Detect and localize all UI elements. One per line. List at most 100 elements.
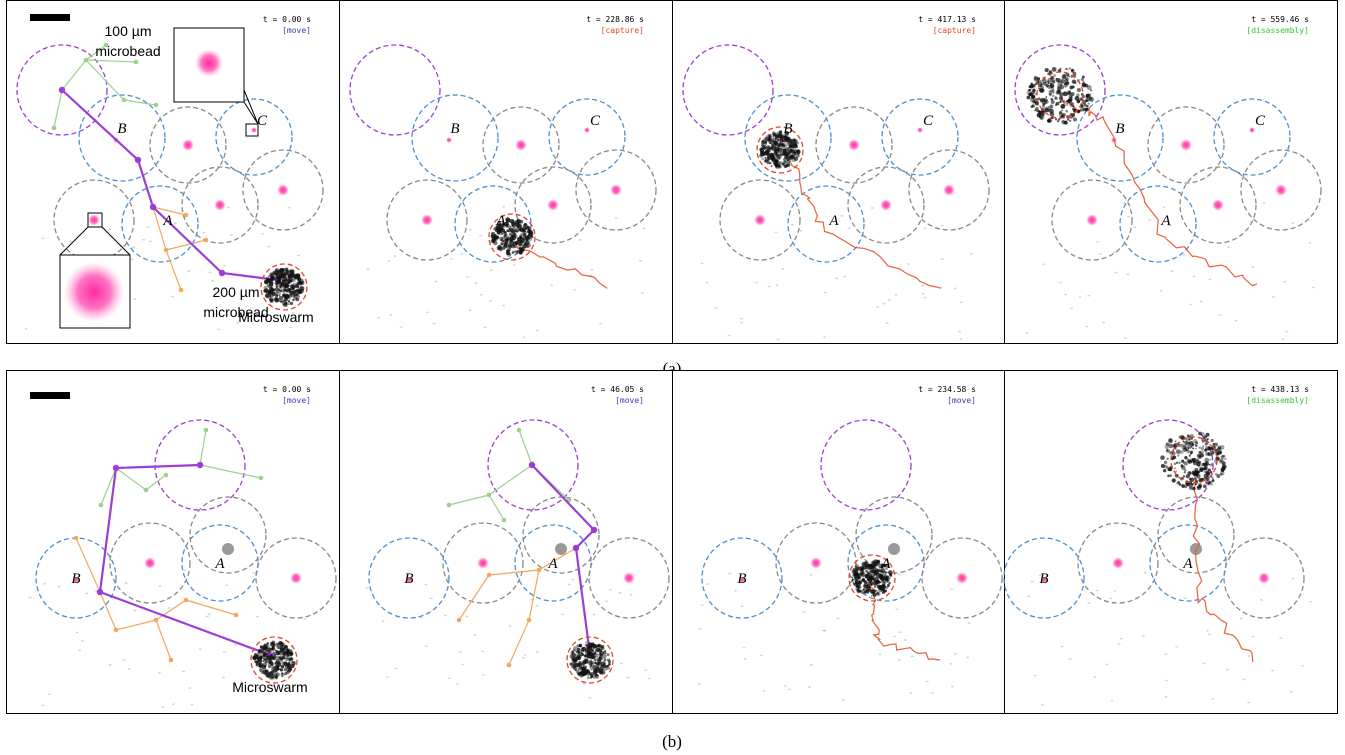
target-label: B [1115,121,1124,137]
swarm-particle [761,141,764,144]
swarm-particle [1218,445,1221,448]
debris [133,298,136,300]
debris [740,318,743,320]
swarm-particle [1061,115,1063,117]
swarm-particle [295,297,299,301]
debris [775,284,778,286]
debris [130,259,133,261]
swarm-particle [516,219,521,224]
debris [641,292,644,294]
swarm-particle [1059,94,1061,96]
swarm-particle [593,668,595,670]
debris [561,614,564,616]
swarm-particle [778,165,780,167]
swarm-particle [507,230,509,232]
swarm-particle [270,642,275,647]
swarm-particle [1192,458,1195,461]
debris [909,692,912,694]
debris [958,331,961,333]
swarm-particle [876,575,878,577]
debris [225,584,228,586]
debris [142,239,145,241]
swarm-particle [1082,83,1086,87]
panel: BAt = 234.58 s[move] [673,371,1005,714]
swarm-particle [1205,480,1209,484]
swarm-particle [1057,84,1062,89]
swarm-particle [263,289,266,292]
status-label: [move] [282,26,311,35]
debris [1164,696,1167,698]
swarm-particle [1067,91,1071,95]
time-label: t = 417.13 s [918,15,976,24]
debris [639,260,642,262]
swarm-particle [1084,104,1087,107]
debris [1105,664,1108,666]
target-label: A [214,556,225,572]
swarm-particle [289,298,291,300]
swarm-particle [879,574,883,578]
swarm-particle [505,224,508,227]
annotation: 100 µm [105,23,152,39]
swarm-particle [1168,438,1173,443]
swarm-particle [1164,465,1168,469]
bead [64,262,124,322]
debris [149,240,152,242]
swarm-particle [777,148,781,152]
debris [433,323,436,325]
debris [1227,246,1230,248]
debris [848,227,851,229]
bead [956,572,968,584]
bead [169,658,174,663]
bead [529,462,535,468]
debris [58,586,61,588]
bead [754,214,766,226]
swarm-particle [584,669,588,673]
swarm-particle [1038,88,1040,90]
debris [394,255,397,257]
bead [502,518,507,523]
swarm-particle [281,269,285,273]
swarm-particle [1177,454,1179,456]
debris [605,600,608,602]
debris [590,269,593,271]
swarm-particle [602,646,604,648]
swarm-particle [1052,80,1056,84]
debris [777,339,780,341]
debris [1189,304,1192,306]
swarm-particle [766,147,768,149]
bead [848,139,860,151]
debris [222,677,225,679]
bead [515,139,527,151]
swarm-particle [288,300,290,302]
bead [182,139,194,151]
debris [182,671,185,673]
bead [222,543,234,555]
debris [1085,326,1088,328]
debris [966,657,969,659]
swarm-particle [582,650,584,652]
debris [1148,219,1151,221]
swarm-particle [1063,104,1065,106]
swarm-particle [261,651,263,653]
swarm-particle [588,648,593,653]
debris [187,270,190,272]
swarm-particle [598,653,600,655]
bead [1180,139,1192,151]
swarm-particle [1189,454,1191,456]
target-label: A [828,213,839,229]
swarm-particle [513,230,516,233]
bead [880,199,892,211]
debris [755,282,758,284]
swarm-particle [590,662,593,665]
debris [568,584,571,586]
swarm-particle [1086,107,1089,110]
debris [949,663,952,665]
swarm-particle [587,676,590,679]
swarm-particle [1205,471,1209,475]
swarm-particle [1050,98,1053,101]
debris [1309,601,1312,603]
debris [1309,242,1312,244]
swarm-particle [286,650,289,653]
debris [132,246,135,248]
bead [259,476,264,481]
